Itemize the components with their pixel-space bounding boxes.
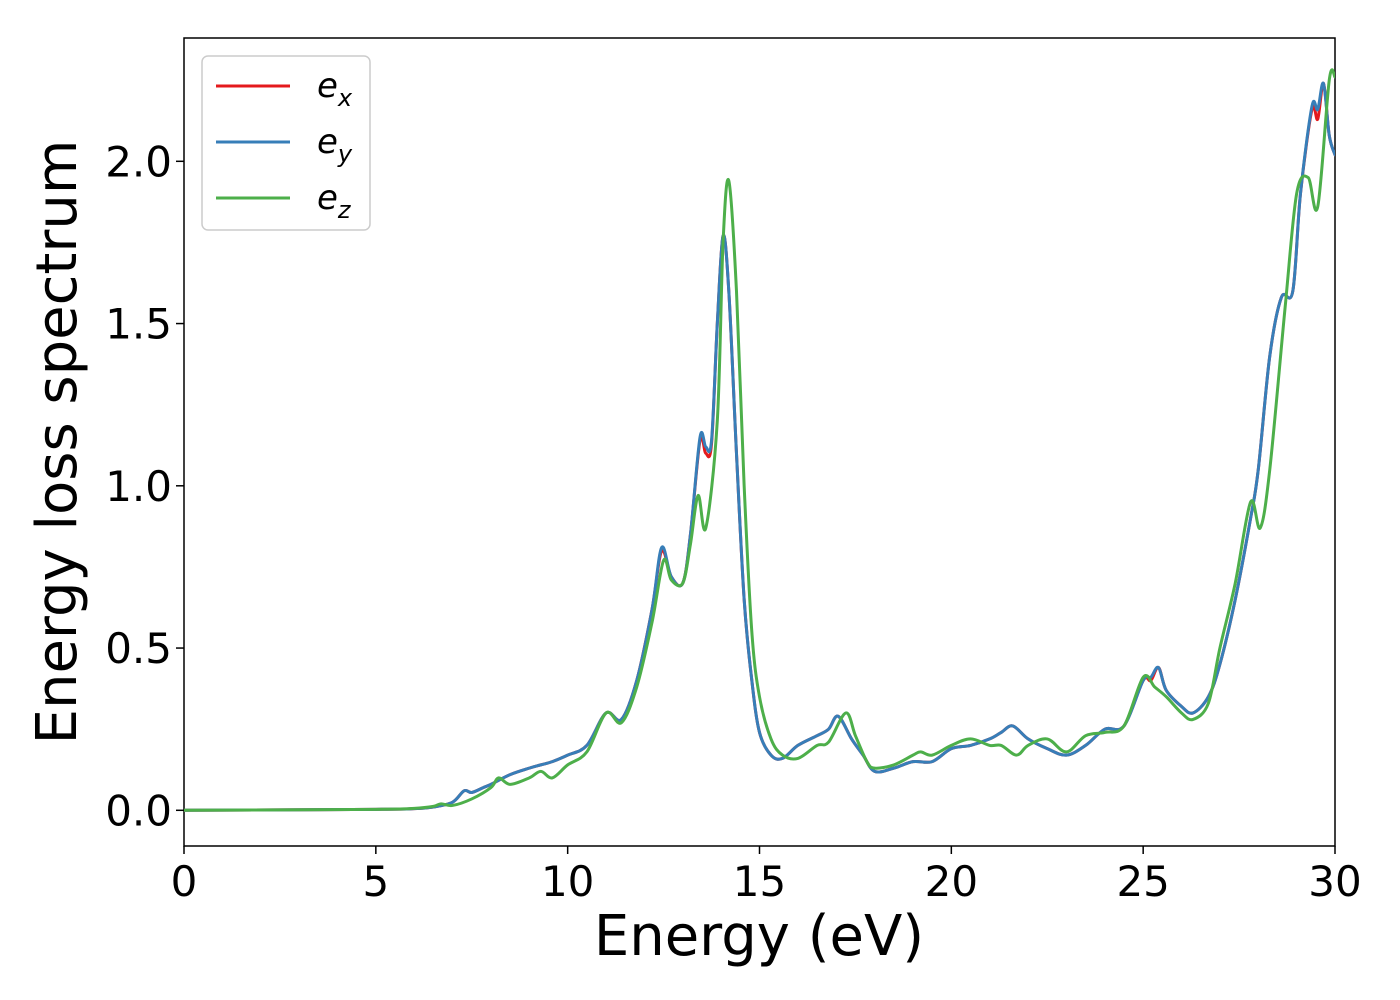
x-tick-label: 20: [925, 857, 978, 906]
plot-area: [183, 37, 1336, 847]
x-axis-title: Energy (eV): [594, 904, 924, 969]
series-group: [184, 68, 1335, 812]
x-tick-label: 5: [362, 857, 389, 906]
x-tick-label: 10: [541, 857, 594, 906]
series-line-ez: [184, 68, 1335, 812]
x-tick-label: 25: [1116, 857, 1169, 906]
y-axis: 0.0 0.5 1.0 1.5 2.0: [105, 137, 184, 835]
x-tick-label: 15: [733, 857, 786, 906]
y-axis-title: Energy loss spectrum: [25, 140, 90, 745]
legend-label: ex: [317, 66, 353, 112]
x-tick-label: 30: [1308, 857, 1361, 906]
x-axis: 0 5 10 15 20 25 30: [171, 846, 1362, 906]
legend-label: ez: [317, 178, 352, 224]
x-tick-label: 0: [171, 857, 198, 906]
plot-frame: [183, 37, 1336, 847]
legend: ex ey ez: [201, 55, 371, 231]
y-tick-label: 0.0: [105, 786, 172, 835]
y-tick-label: 1.5: [105, 300, 172, 349]
y-tick-label: 2.0: [105, 137, 172, 186]
y-tick-label: 1.0: [105, 462, 172, 511]
legend-label: ey: [317, 122, 353, 168]
series-line-ey: [184, 81, 1335, 812]
y-tick-label: 0.5: [105, 624, 172, 673]
